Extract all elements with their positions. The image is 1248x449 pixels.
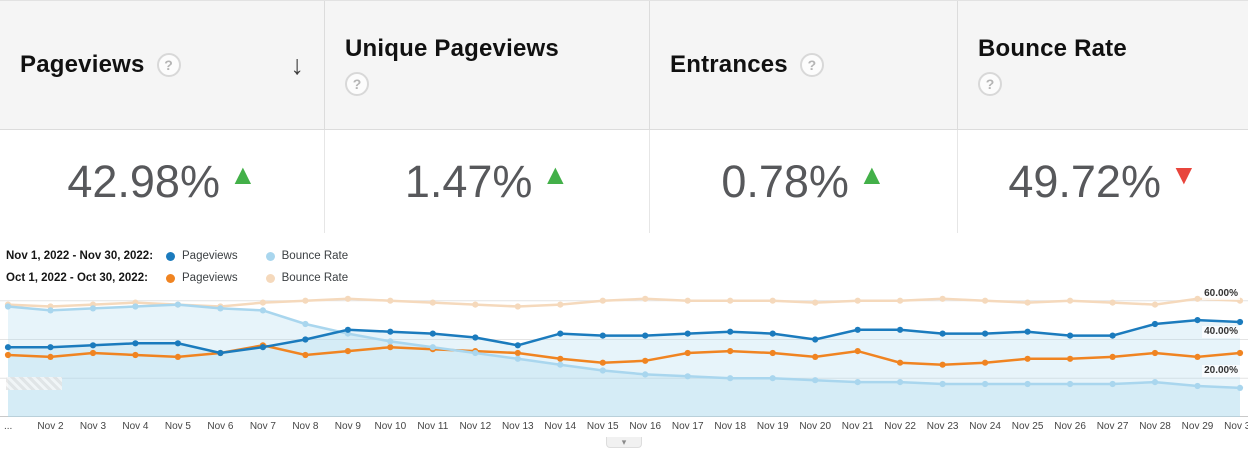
legend-item-label: Pageviews: [182, 250, 238, 262]
legend-item-bounce-rate-current: Bounce Rate: [265, 250, 349, 262]
x-axis-label: Nov 17: [671, 421, 704, 432]
trend-up-icon: ▲: [541, 158, 570, 190]
x-axis-label: Nov 9: [334, 421, 361, 432]
x-axis-label: Nov 30: [1224, 421, 1248, 432]
trend-up-icon: ▲: [228, 158, 257, 190]
chart-region[interactable]: 60.00% 40.00% 20.00%: [0, 287, 1248, 417]
metric-value-unique-pageviews: 1.47% ▲: [325, 130, 650, 233]
column-title: Unique Pageviews: [345, 34, 559, 62]
legend-item-label: Bounce Rate: [281, 250, 349, 262]
x-axis-label: Nov 6: [207, 421, 234, 432]
x-axis-label: Nov 19: [756, 421, 789, 432]
legend-item-bounce-rate-previous: Bounce Rate: [265, 272, 349, 284]
x-axis-label: Nov 18: [714, 421, 747, 432]
metric-value-entrances: 0.78% ▲: [650, 130, 958, 233]
hatched-artifact: [6, 377, 62, 390]
legend-date-range: Nov 1, 2022 - Nov 30, 2022:: [6, 250, 154, 262]
x-axis-label: Nov 13: [501, 421, 534, 432]
x-axis-label: Nov 15: [586, 421, 619, 432]
x-axis-label: Nov 27: [1096, 421, 1129, 432]
x-axis-label: Nov 28: [1139, 421, 1171, 432]
x-axis-label: Nov 3: [79, 421, 107, 432]
chart-legend: Nov 1, 2022 - Nov 30, 2022: Pageviews Bo…: [0, 233, 1248, 289]
collapse-chart-button[interactable]: ▾: [606, 437, 642, 448]
legend-row-current-period: Nov 1, 2022 - Nov 30, 2022: Pageviews Bo…: [6, 245, 1248, 267]
sort-descending-icon[interactable]: ↓: [290, 49, 305, 80]
y-axis-label: 40.00%: [1202, 326, 1240, 339]
x-axis-label: Nov 10: [374, 421, 407, 432]
metric-value: 42.98%: [67, 155, 220, 207]
help-icon[interactable]: ?: [345, 71, 369, 96]
x-axis-label: Nov 23: [926, 421, 959, 432]
x-axis-label: Nov 16: [629, 421, 662, 432]
x-axis-label: Nov 11: [417, 421, 449, 432]
column-title: Pageviews: [20, 51, 145, 78]
chevron-down-icon: ▾: [621, 436, 627, 447]
help-icon[interactable]: ?: [156, 53, 181, 77]
metric-value: 1.47%: [404, 155, 533, 207]
legend-item-label: Bounce Rate: [281, 272, 349, 284]
help-icon[interactable]: ?: [799, 53, 824, 77]
x-axis-label: Nov 21: [841, 421, 874, 432]
x-axis-label: Nov 4: [122, 421, 149, 432]
legend-item-pageviews-previous: Pageviews: [166, 272, 238, 284]
column-title: Bounce Rate: [978, 34, 1127, 62]
trend-up-icon: ▲: [857, 158, 886, 190]
column-title: Entrances: [670, 51, 788, 78]
x-axis-label: Nov 12: [459, 421, 492, 432]
series-dot-icon: [265, 251, 275, 261]
x-axis-label: Nov 8: [292, 421, 319, 432]
legend-row-previous-period: Oct 1, 2022 - Oct 30, 2022: Pageviews Bo…: [6, 267, 1248, 289]
column-header-pageviews[interactable]: Pageviews ? ↓: [0, 1, 325, 130]
legend-item-pageviews-current: Pageviews: [166, 250, 238, 262]
series-dot-icon: [265, 273, 275, 283]
help-icon[interactable]: ?: [978, 71, 1002, 96]
x-axis-label: Nov 5: [164, 421, 191, 432]
column-header-bounce-rate[interactable]: Bounce Rate ?: [958, 1, 1248, 130]
x-axis-label: Nov 14: [544, 421, 577, 432]
y-axis-label: 60.00%: [1202, 287, 1240, 300]
x-axis-label: Nov 26: [1054, 421, 1086, 432]
x-axis-label: Nov 24: [969, 421, 1001, 432]
metric-value-bounce-rate: 49.72% ▼: [958, 130, 1248, 233]
metrics-table: Pageviews ? ↓ Unique Pageviews ? Entranc…: [0, 0, 1248, 233]
legend-item-label: Pageviews: [182, 272, 238, 284]
column-header-entrances[interactable]: Entrances ?: [650, 1, 958, 130]
metric-value: 0.78%: [721, 155, 849, 207]
metric-value-pageviews: 42.98% ▲: [0, 130, 325, 233]
x-axis-label: Nov 22: [884, 421, 916, 432]
series-dot-icon: [166, 251, 175, 261]
x-axis: ... Nov 2 Nov 3 Nov 4 Nov 5 Nov 6 Nov 7 Nov 8 No…: [0, 419, 1248, 436]
y-axis-label: 20.00%: [1202, 365, 1240, 378]
legend-date-range: Oct 1, 2022 - Oct 30, 2022:: [6, 272, 148, 284]
x-axis-label: ...: [4, 421, 13, 432]
metric-value: 49.72%: [1008, 155, 1161, 207]
x-axis-label: Nov 20: [799, 421, 832, 432]
series-dot-icon: [166, 273, 175, 283]
x-axis-label: Nov 25: [1011, 421, 1044, 432]
comparison-line-chart[interactable]: [0, 291, 1248, 417]
x-axis-label: Nov 2: [37, 421, 64, 432]
trend-down-icon: ▼: [1169, 158, 1198, 190]
x-axis-label: Nov 29: [1181, 421, 1214, 432]
column-header-unique-pageviews[interactable]: Unique Pageviews ?: [325, 1, 650, 130]
x-axis-label: Nov 7: [249, 421, 276, 432]
